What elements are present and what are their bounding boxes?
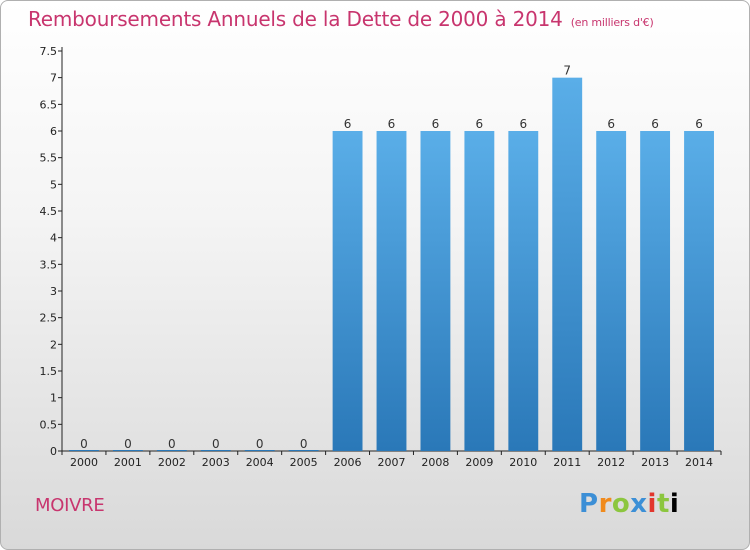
- brand-letter: i: [647, 489, 657, 519]
- chart-title-text: Remboursements Annuels de la Dette de 20…: [28, 7, 563, 31]
- x-tick-label: 2007: [378, 456, 406, 469]
- value-label: 0: [256, 437, 264, 451]
- value-label: 6: [607, 117, 615, 131]
- value-label: 0: [168, 437, 176, 451]
- y-tick-label: 2.5: [40, 312, 58, 325]
- x-tick-label: 2012: [597, 456, 625, 469]
- x-tick-label: 2010: [509, 456, 537, 469]
- value-label: 0: [124, 437, 132, 451]
- y-tick-label: 0: [50, 445, 57, 458]
- y-tick-label: 3.5: [40, 258, 58, 271]
- y-tick-label: 2: [50, 338, 57, 351]
- x-tick-label: 2004: [246, 456, 274, 469]
- bar-2007: [376, 131, 407, 451]
- value-label: 6: [519, 117, 527, 131]
- y-tick-label: 7: [50, 72, 57, 85]
- proxiti-logo: Proxiti: [579, 489, 679, 519]
- bar-2000: [69, 450, 99, 451]
- bar-2006: [332, 131, 363, 451]
- brand-letter: x: [630, 489, 648, 519]
- value-label: 6: [344, 117, 352, 131]
- bar-2005: [288, 450, 319, 451]
- x-tick-label: 2005: [290, 456, 318, 469]
- value-label: 6: [695, 117, 703, 131]
- brand-letter: o: [611, 489, 631, 519]
- brand-letter: P: [579, 489, 599, 519]
- y-tick-label: 6: [50, 125, 57, 138]
- x-tick-label: 2006: [334, 456, 362, 469]
- bar-2004: [244, 450, 275, 451]
- y-tick-label: 4.5: [40, 205, 58, 218]
- y-tick-label: 3: [50, 285, 57, 298]
- value-label: 0: [80, 437, 88, 451]
- chart-title: Remboursements Annuels de la Dette de 20…: [28, 7, 654, 31]
- y-tick-label: 6.5: [40, 98, 58, 111]
- value-label: 6: [388, 117, 396, 131]
- bar-2011: [552, 77, 583, 452]
- chart-bars: [69, 77, 714, 452]
- x-tick-label: 2011: [553, 456, 581, 469]
- y-tick-label: 7.5: [40, 45, 58, 58]
- value-label: 6: [432, 117, 440, 131]
- bar-2003: [200, 450, 231, 451]
- bar-2014: [684, 131, 714, 451]
- brand-letter: i: [669, 489, 680, 519]
- bar-2008: [420, 131, 451, 451]
- bar-2012: [596, 131, 627, 451]
- y-tick-label: 5.5: [40, 152, 58, 165]
- bar-2001: [112, 450, 143, 451]
- value-label: 6: [651, 117, 659, 131]
- bar-2013: [640, 131, 671, 451]
- x-tick-label: 2002: [158, 456, 186, 469]
- chart-labels: 0 2000 0 2001 0 2002 0 2003 0 2004 0 2005 6 2006 6 2007…: [70, 64, 713, 469]
- value-label: 0: [300, 437, 308, 451]
- x-tick-label: 2009: [465, 456, 493, 469]
- x-tick-label: 2008: [421, 456, 449, 469]
- chart-unit: (en milliers d'€): [570, 16, 654, 29]
- x-tick-label: 2000: [70, 456, 98, 469]
- value-label: 6: [476, 117, 484, 131]
- y-tick-label: 1: [50, 392, 57, 405]
- y-tick-label: 1.5: [40, 365, 58, 378]
- x-tick-label: 2003: [202, 456, 230, 469]
- value-label: 7: [563, 64, 571, 78]
- bar-2002: [156, 450, 187, 451]
- value-label: 0: [212, 437, 220, 451]
- commune-name: MOIVRE: [35, 495, 105, 516]
- y-tick-label: 5: [50, 178, 57, 191]
- y-tick-label: 4: [50, 232, 57, 245]
- x-tick-label: 2014: [685, 456, 713, 469]
- y-tick-label: 0.5: [40, 418, 58, 431]
- brand-letter: r: [598, 489, 612, 519]
- x-tick-label: 2013: [641, 456, 669, 469]
- bar-2010: [508, 131, 539, 451]
- brand-letter: t: [656, 489, 670, 519]
- bar-2009: [464, 131, 495, 451]
- chart-axes: 0 0.5 1 1.5 2 2.5 3 3.5 4 4.5 5 5.5 6 6.5 7 7.5: [40, 45, 722, 458]
- x-tick-label: 2001: [114, 456, 142, 469]
